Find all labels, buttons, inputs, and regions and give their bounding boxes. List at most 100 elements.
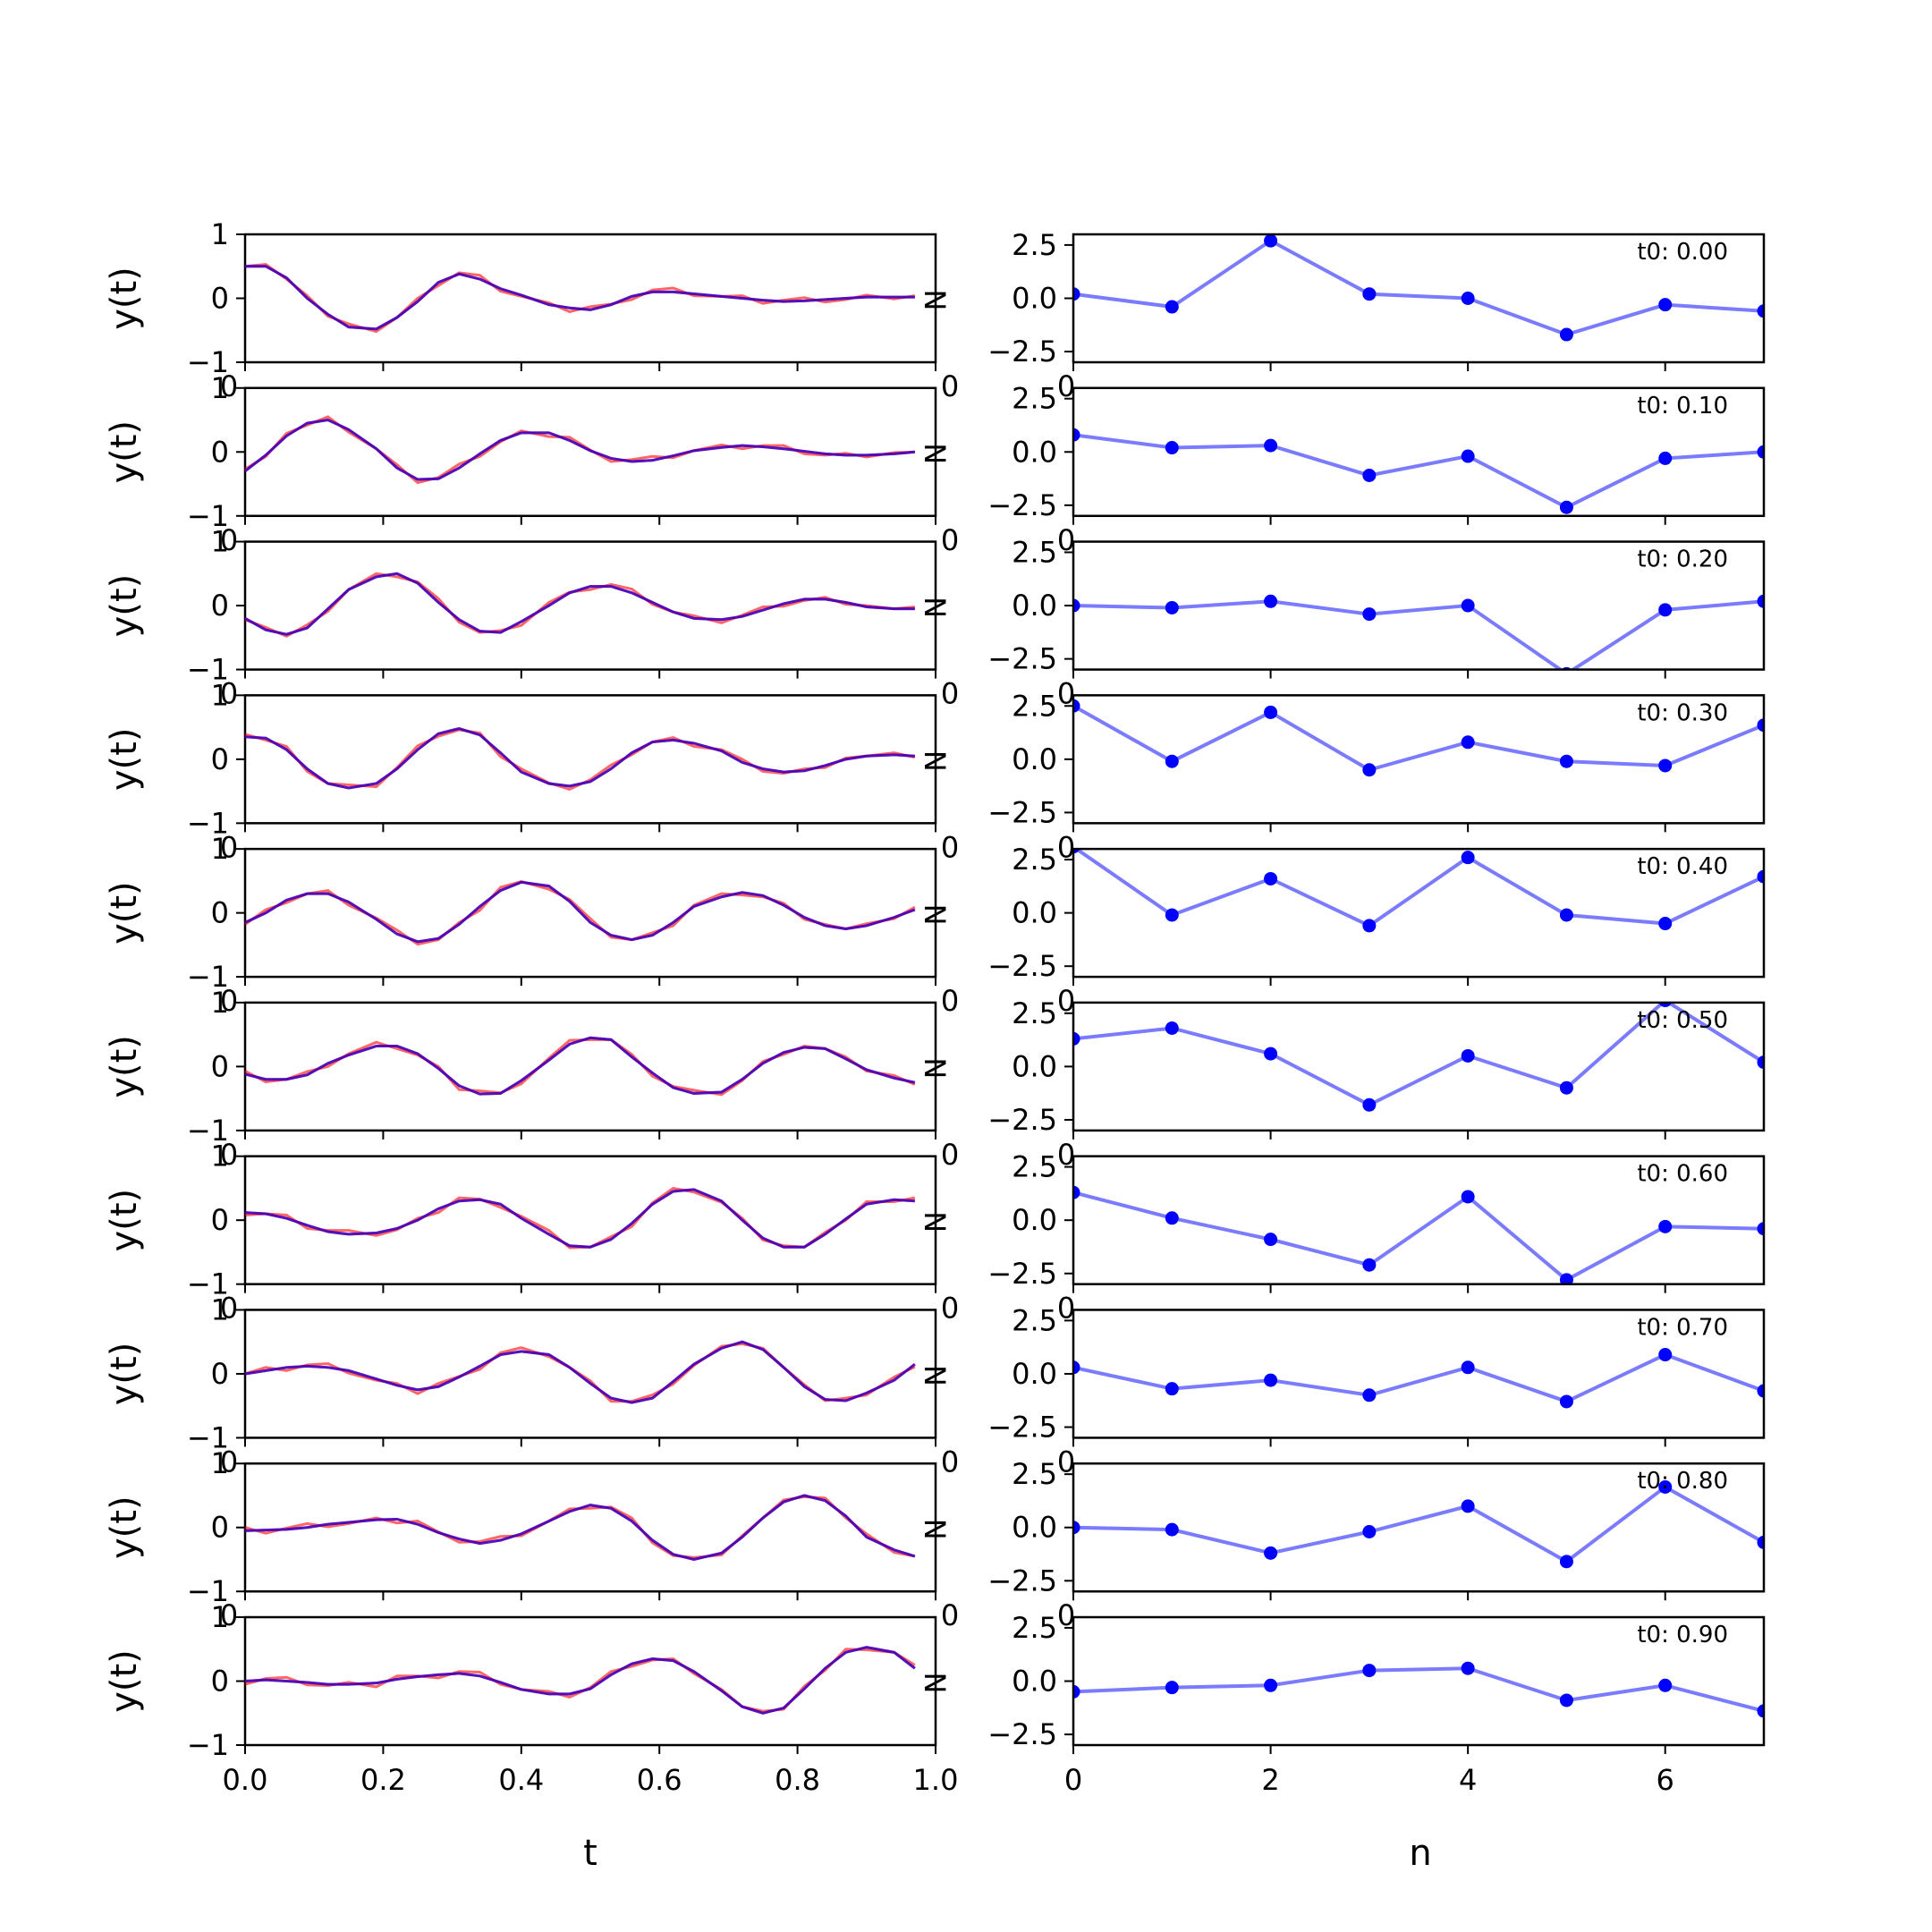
left-panel-1: 10−1y(t) N0 0	[104, 371, 959, 557]
reference-series-line	[244, 728, 916, 792]
y-axis-label: y(t)	[104, 267, 145, 330]
coefficient-point	[1559, 1555, 1573, 1569]
coefficient-point	[1165, 600, 1179, 614]
y-tick-label: 1	[211, 371, 229, 405]
reference-series-line	[244, 1495, 916, 1559]
coefficient-line	[1073, 1352, 1764, 1404]
t0-annotation: t0: 0.40	[1637, 853, 1728, 880]
left-panel-9: 10−10.0 0.2 0.4 0.6 0.8 1.0y(t) N	[104, 1600, 958, 1797]
y-tick-label: −2.5	[987, 1563, 1057, 1597]
coefficient-point	[1461, 598, 1475, 613]
y-tick-label: −2.5	[987, 949, 1057, 983]
coefficient-point	[1658, 1348, 1673, 1362]
coefficient-point	[1362, 287, 1377, 301]
coefficient-point	[1264, 871, 1278, 886]
overlap-tick-label: 0	[1057, 523, 1075, 557]
right-panel-frame	[1072, 540, 1766, 671]
y-tick-label: 0	[211, 589, 229, 623]
left-panel-5: 10−1y(t) N0 0	[104, 986, 959, 1172]
t0-annotation: t0: 0.30	[1637, 699, 1728, 726]
overlap-series-line	[244, 1494, 916, 1562]
coefficient-point	[1264, 1546, 1278, 1560]
overlap-series-line	[244, 726, 915, 790]
coefficient-point	[1362, 1525, 1377, 1539]
coefficient-point	[1264, 1678, 1278, 1692]
x-tick-label: 2	[1261, 1763, 1279, 1797]
t0-annotation: t0: 0.60	[1637, 1161, 1728, 1188]
y-axis-label: y(t)	[104, 1649, 145, 1713]
reference-series-line	[244, 263, 916, 334]
right-panel-frame	[1072, 233, 1766, 364]
coefficient-point	[1165, 1382, 1179, 1396]
y-tick-label: 1	[211, 217, 229, 251]
coefficient-point	[1658, 1219, 1673, 1233]
coefficient-point	[1073, 849, 1080, 854]
right-x-axis-label: n	[1409, 1833, 1431, 1874]
overlap-tick-label: 0	[941, 830, 959, 864]
coefficient-point	[1362, 1388, 1377, 1402]
coefficient-line	[1073, 704, 1764, 772]
overlap-tick-label: 0	[941, 1598, 959, 1632]
coefficient-point	[1461, 1048, 1475, 1063]
overlap-series-line	[244, 1036, 916, 1096]
y-tick-label: −1	[187, 1267, 229, 1301]
coefficient-point	[1073, 1360, 1080, 1375]
y-tick-label: −1	[187, 1728, 229, 1762]
y-tick-label: 1	[211, 832, 229, 866]
coefficient-point	[1165, 1211, 1179, 1225]
y-tick-label: −1	[187, 1114, 229, 1148]
coefficient-point	[1658, 603, 1673, 617]
overlap-tick-label: 0	[220, 984, 238, 1018]
side-label: N	[918, 1057, 952, 1079]
y-tick-label: 0.0	[1012, 1203, 1057, 1237]
coefficient-point	[1658, 1678, 1673, 1692]
right-panel-8: 2.5 0.0 −2.50 t0: 0.80	[987, 1457, 1766, 1632]
y-tick-label: −2.5	[987, 1257, 1057, 1291]
y-axis-label: y(t)	[104, 1343, 145, 1406]
side-label: N	[918, 597, 952, 618]
coefficient-line	[1073, 599, 1764, 670]
y-tick-label: 1	[211, 678, 229, 712]
coefficient-point	[1461, 735, 1475, 750]
coefficient-point	[1559, 1394, 1573, 1409]
y-tick-label: −1	[187, 806, 229, 840]
overlap-series-line	[244, 572, 915, 636]
y-tick-label: 0	[211, 435, 229, 469]
left-panel-7: 10−1y(t) N0 0	[104, 1292, 959, 1479]
y-tick-label: 1	[211, 986, 229, 1020]
coefficient-point	[1658, 917, 1673, 931]
y-tick-label: 0.0	[1012, 589, 1057, 623]
coefficient-point	[1264, 1046, 1278, 1061]
coefficient-point	[1757, 304, 1764, 318]
overlap-tick-label: 0	[941, 677, 959, 711]
y-tick-label: 0	[211, 1511, 229, 1545]
y-tick-label: 2.5	[1012, 689, 1057, 723]
coefficient-point	[1362, 607, 1377, 622]
left-panel-frame	[243, 1001, 937, 1132]
coefficient-point	[1165, 300, 1179, 314]
y-tick-label: 0	[211, 282, 229, 316]
y-tick-label: 0.0	[1012, 742, 1057, 776]
overlap-tick-label: 0	[220, 369, 238, 403]
y-tick-label: 0	[211, 1049, 229, 1083]
coefficient-point	[1658, 1479, 1673, 1494]
y-tick-label: 1	[211, 1292, 229, 1326]
coefficient-point	[1559, 1273, 1573, 1284]
left-panel-3: 10−1y(t) N0 0	[104, 678, 959, 864]
right-panel-frame	[1072, 1462, 1766, 1593]
left-panel-6: 10−1y(t) N0 0	[104, 1140, 959, 1326]
overlap-tick-label: 0	[220, 1292, 238, 1326]
overlap-tick-label: 0	[1057, 1598, 1075, 1632]
coefficient-point	[1757, 1535, 1764, 1549]
left-panel-4: 10−1y(t) N0 0	[104, 832, 959, 1018]
y-tick-label: 2.5	[1012, 996, 1057, 1030]
reference-series-line	[244, 415, 915, 485]
right-panel-frame	[1072, 1001, 1766, 1132]
left-column-panels: 10−1y(t) N0 010−1y(t) N0 010−1y(t) N0 010−1y(t…	[104, 217, 959, 1797]
y-tick-label: 2.5	[1012, 535, 1057, 569]
y-tick-label: 0.0	[1012, 896, 1057, 930]
y-tick-label: −2.5	[987, 335, 1057, 369]
y-tick-label: −2.5	[987, 1717, 1057, 1751]
